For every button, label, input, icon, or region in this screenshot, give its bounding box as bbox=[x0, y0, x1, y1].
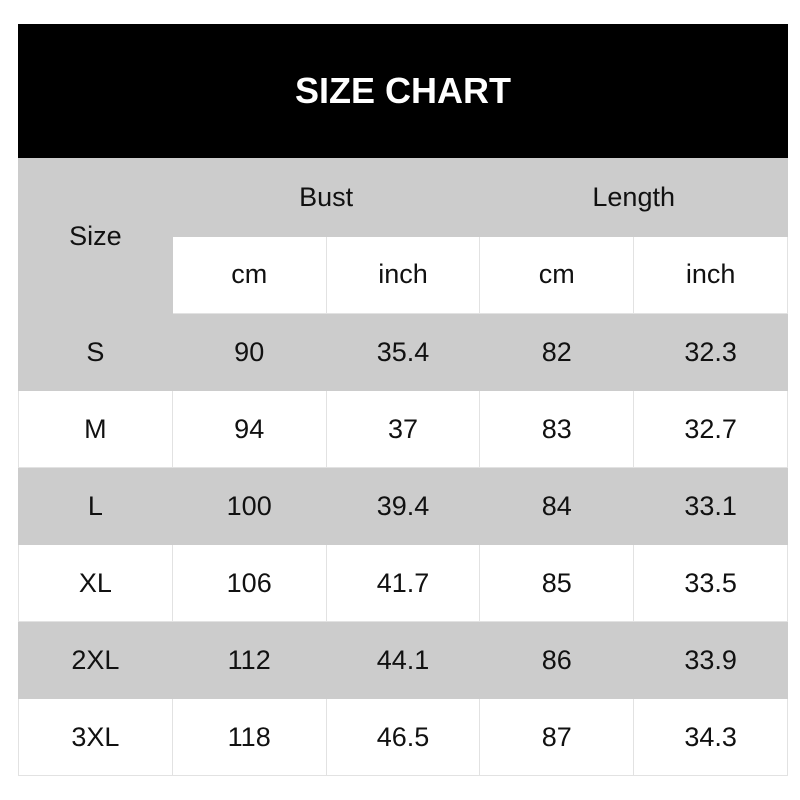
cell-size: XL bbox=[18, 544, 173, 622]
cell-length-cm: 82 bbox=[479, 313, 635, 391]
header-bust-inch: inch bbox=[325, 235, 481, 314]
cell-bust-inch: 46.5 bbox=[325, 698, 481, 776]
cell-length-inch: 33.1 bbox=[633, 467, 788, 545]
cell-bust-cm: 90 bbox=[171, 313, 327, 391]
cell-length-inch: 34.3 bbox=[633, 698, 788, 776]
cell-bust-cm: 106 bbox=[171, 544, 327, 622]
cell-bust-cm: 118 bbox=[171, 698, 327, 776]
table-row: S 90 35.4 82 32.3 bbox=[18, 313, 788, 391]
header-bust: Bust bbox=[171, 158, 481, 237]
cell-bust-inch: 37 bbox=[325, 390, 481, 468]
cell-length-cm: 83 bbox=[479, 390, 635, 468]
cell-bust-cm: 94 bbox=[171, 390, 327, 468]
cell-size: M bbox=[18, 390, 173, 468]
cell-bust-inch: 41.7 bbox=[325, 544, 481, 622]
cell-bust-inch: 35.4 bbox=[325, 313, 481, 391]
cell-bust-cm: 100 bbox=[171, 467, 327, 545]
cell-length-cm: 84 bbox=[479, 467, 635, 545]
cell-length-cm: 85 bbox=[479, 544, 635, 622]
table-row: 3XL 118 46.5 87 34.3 bbox=[18, 698, 788, 776]
cell-length-inch: 32.3 bbox=[633, 313, 788, 391]
cell-length-inch: 33.5 bbox=[633, 544, 788, 622]
cell-length-inch: 32.7 bbox=[633, 390, 788, 468]
cell-bust-cm: 112 bbox=[171, 621, 327, 699]
table-row: 2XL 112 44.1 86 33.9 bbox=[18, 621, 788, 699]
cell-size: S bbox=[18, 313, 173, 391]
table-row: M 94 37 83 32.7 bbox=[18, 390, 788, 468]
cell-length-inch: 33.9 bbox=[633, 621, 788, 699]
table-row: L 100 39.4 84 33.1 bbox=[18, 467, 788, 545]
header-length-inch: inch bbox=[633, 235, 788, 314]
cell-length-cm: 87 bbox=[479, 698, 635, 776]
table-row: XL 106 41.7 85 33.5 bbox=[18, 544, 788, 622]
header-length: Length bbox=[479, 158, 788, 237]
size-table: Size Bust Length cm inch cm inch S 90 35.4… bbox=[18, 158, 788, 776]
cell-size: L bbox=[18, 467, 173, 545]
cell-size: 3XL bbox=[18, 698, 173, 776]
size-chart: SIZE CHART Size Bust Length cm inch cm i… bbox=[18, 24, 788, 776]
header-size: Size bbox=[18, 158, 173, 314]
chart-title: SIZE CHART bbox=[18, 24, 788, 158]
header-bust-cm: cm bbox=[171, 235, 327, 314]
cell-bust-inch: 39.4 bbox=[325, 467, 481, 545]
cell-length-cm: 86 bbox=[479, 621, 635, 699]
header-length-cm: cm bbox=[479, 235, 635, 314]
cell-size: 2XL bbox=[18, 621, 173, 699]
cell-bust-inch: 44.1 bbox=[325, 621, 481, 699]
